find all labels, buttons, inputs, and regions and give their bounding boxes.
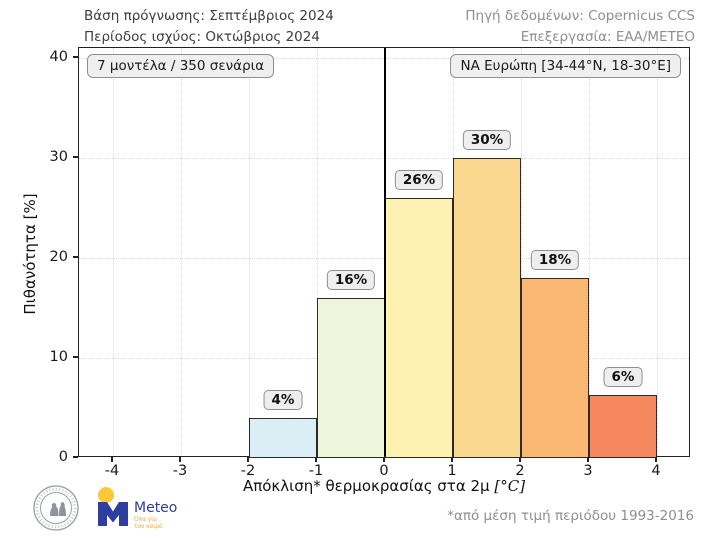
v-gridline	[521, 48, 522, 456]
v-gridline	[317, 48, 318, 456]
x-tick-label: 3	[583, 463, 593, 479]
x-tick-mark	[111, 457, 113, 462]
histogram-bar	[249, 418, 317, 458]
region-badge: ΝΑ Ευρώπη [34-44°N, 18-30°E]	[450, 54, 681, 78]
bar-value-label: 6%	[603, 367, 643, 387]
bar-value-label: 26%	[394, 170, 444, 190]
histogram-bar	[521, 278, 589, 458]
y-tick-label: 10	[49, 349, 68, 365]
v-gridline	[249, 48, 250, 456]
x-tick-mark	[655, 457, 657, 462]
y-tick-label: 20	[49, 249, 68, 265]
y-tick-label: 40	[49, 49, 68, 65]
y-tick-label: 0	[58, 449, 68, 465]
v-gridline	[589, 48, 590, 456]
validity-period-text: Περίοδος ισχύος: Οκτώβριος 2024	[84, 28, 320, 45]
x-axis-label-text: Απόκλιση* θερμοκρασίας στα 2μ	[242, 477, 490, 495]
noa-observatory-seal-icon	[33, 485, 79, 531]
bars-layer: 4% 16% 26% 30% 18% 6%	[79, 48, 689, 458]
x-tick-mark	[519, 457, 521, 462]
x-tick-label: 2	[515, 463, 525, 479]
baseline-period-note: *από μέση τιμή περιόδου 1993-2016	[447, 508, 694, 524]
meteo-tagline-line1: Όλα για	[133, 516, 157, 523]
histogram-bar	[453, 158, 521, 458]
y-tick-label: 30	[49, 149, 68, 165]
y-axis-label: Πιθανότητα [%]	[21, 193, 39, 315]
x-tick-mark	[587, 457, 589, 462]
meteo-sun-icon	[98, 487, 114, 503]
y-tick-mark	[73, 456, 78, 458]
x-tick-label: 0	[379, 463, 389, 479]
plot-area: 4% 16% 26% 30% 18% 6% 7 μοντέλα / 350 σενάρια…	[78, 47, 690, 458]
bar-value-label: 16%	[326, 270, 376, 290]
x-tick-mark	[247, 457, 249, 462]
x-tick-label: 1	[447, 463, 457, 479]
y-tick-mark	[73, 256, 78, 258]
meteo-wordmark: Meteo	[134, 500, 177, 516]
x-tick-mark	[451, 457, 453, 462]
v-gridline	[113, 48, 114, 456]
v-gridline	[657, 48, 658, 456]
x-tick-mark	[179, 457, 181, 462]
header-left: Βάση πρόγνωσης: Σεπτέμβριος 2024 Περίοδο…	[84, 6, 334, 48]
histogram-bar	[385, 198, 453, 458]
bar-value-label: 4%	[263, 390, 303, 410]
x-axis-label-unit: [°C]	[494, 477, 526, 495]
header-right: Πηγή δεδομένων: Copernicus CCS Επεξεργασ…	[465, 6, 695, 48]
y-tick-mark	[73, 56, 78, 58]
y-tick-mark	[73, 156, 78, 158]
meteo-logo: Meteo Όλα για τον καιρό	[98, 487, 177, 530]
processing-text: Επεξεργασία: ΕΑΑ/ΜΕΤΕΟ	[520, 28, 695, 45]
forecast-base-text: Βάση πρόγνωσης: Σεπτέμβριος 2024	[84, 8, 334, 24]
zero-reference-line	[384, 48, 386, 456]
x-axis-label: Απόκλιση* θερμοκρασίας στα 2μ [°C]	[78, 477, 690, 495]
v-gridline	[181, 48, 182, 456]
bar-value-label: 18%	[530, 250, 580, 270]
x-tick-label: -4	[104, 463, 120, 479]
models-scenarios-badge: 7 μοντέλα / 350 σενάρια	[87, 54, 275, 78]
x-tick-mark	[315, 457, 317, 462]
data-source-text: Πηγή δεδομένων: Copernicus CCS	[465, 8, 695, 24]
x-tick-label: 4	[651, 463, 661, 479]
meteo-tagline-line2: τον καιρό	[134, 523, 163, 530]
bar-value-label: 30%	[462, 130, 512, 150]
histogram-bar	[589, 395, 657, 458]
meteo-m-icon	[98, 502, 128, 526]
x-tick-label: -2	[240, 463, 256, 479]
histogram-bar	[317, 298, 385, 458]
y-tick-mark	[73, 356, 78, 358]
x-tick-label: -3	[172, 463, 188, 479]
x-tick-mark	[383, 457, 385, 462]
x-tick-label: -1	[308, 463, 324, 479]
